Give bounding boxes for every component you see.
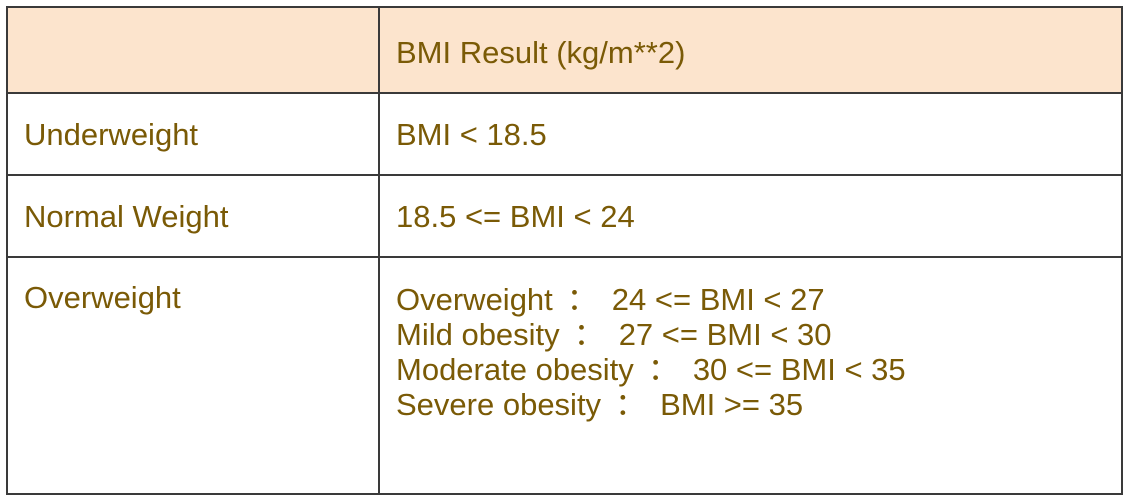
bmi-classification-table: BMI Result (kg/m**2) Underweight BMI < 1… <box>6 6 1123 495</box>
sub-range-label: Severe obesity <box>396 387 602 422</box>
sub-range-separator: ： <box>566 282 598 317</box>
sub-range-separator: ： <box>615 387 647 422</box>
sub-range-line-severe-obesity: Severe obesity ： BMI >= 35 <box>396 387 1121 422</box>
sub-range-line-moderate-obesity: Moderate obesity ： 30 <= BMI < 35 <box>396 352 1121 387</box>
category-cell-normal-weight: Normal Weight <box>6 174 380 258</box>
sub-range-separator: ： <box>647 352 679 387</box>
sub-range-value: 24 <= BMI < 27 <box>611 282 825 317</box>
sub-range-value: BMI >= 35 <box>660 387 804 422</box>
category-header-cell <box>6 6 380 94</box>
result-cell-normal-weight: 18.5 <= BMI < 24 <box>378 174 1123 258</box>
overweight-sub-range-list: Overweight： 24 <= BMI < 27 Mild obesity： 2… <box>396 282 1121 422</box>
sub-range-line-overweight: Overweight ： 24 <= BMI < 27 <box>396 282 1121 317</box>
category-cell-underweight: Underweight <box>6 92 380 176</box>
sub-range-separator: ： <box>573 317 605 352</box>
table-row-normal-weight: Normal Weight 18.5 <= BMI < 24 <box>6 174 1123 258</box>
table-header-row: BMI Result (kg/m**2) <box>6 6 1123 94</box>
sub-range-label: Overweight <box>396 282 553 317</box>
sub-range-label: Mild obesity <box>396 317 560 352</box>
result-cell-underweight: BMI < 18.5 <box>378 92 1123 176</box>
table-row-overweight: Overweight Overweight： 24 <= BMI < 27 Mil… <box>6 256 1123 495</box>
sub-range-label: Moderate obesity <box>396 352 634 387</box>
bmi-result-header-cell: BMI Result (kg/m**2) <box>378 6 1123 94</box>
sub-range-value: 27 <= BMI < 30 <box>618 317 832 352</box>
category-cell-overweight: Overweight <box>6 256 380 495</box>
result-cell-overweight: Overweight： 24 <= BMI < 27 Mild obesity： 2… <box>378 256 1123 495</box>
table-row-underweight: Underweight BMI < 18.5 <box>6 92 1123 176</box>
sub-range-line-mild-obesity: Mild obesity ： 27 <= BMI < 30 <box>396 317 1121 352</box>
sub-range-value: 30 <= BMI < 35 <box>692 352 906 387</box>
